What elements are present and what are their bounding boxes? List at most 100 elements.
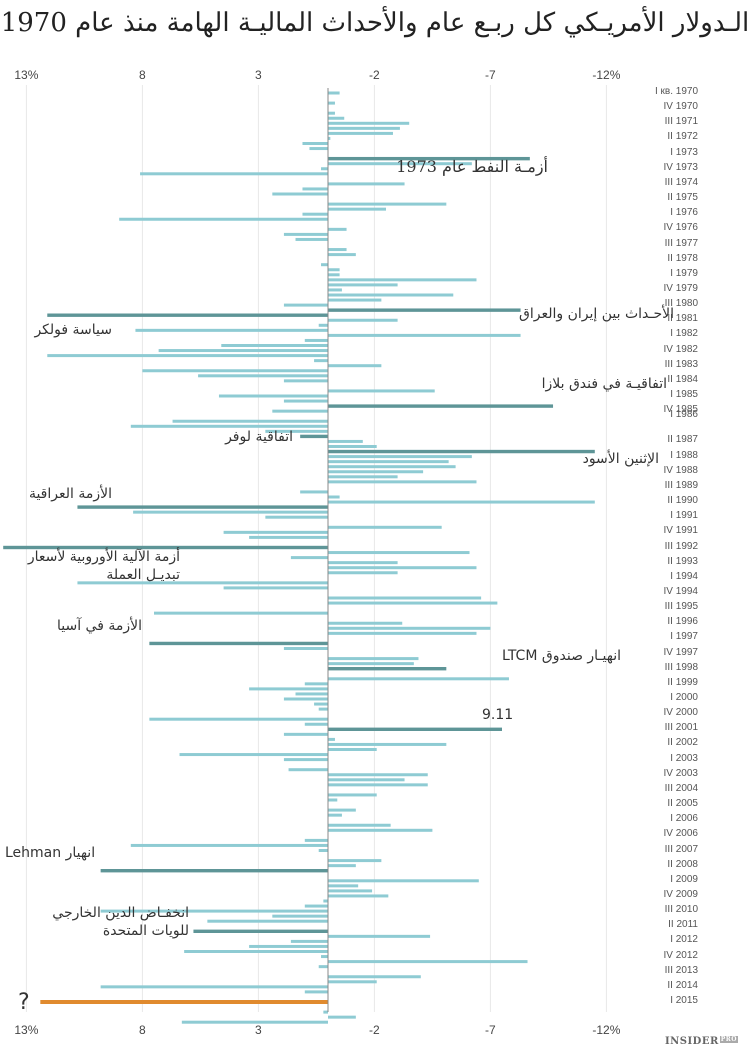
- question-mark: ?: [18, 990, 30, 1015]
- quarter-bar: [133, 510, 328, 514]
- y-tick-label: III 1989: [664, 479, 698, 491]
- quarter-bar: [328, 813, 342, 817]
- quarter-bar: [184, 950, 328, 953]
- y-tick-label: IV 1973: [663, 161, 698, 173]
- quarter-bar: [181, 1020, 328, 1024]
- quarter-bar: [328, 131, 393, 135]
- x-tick-label: -7: [485, 68, 496, 82]
- y-tick-label: II 2005: [667, 798, 698, 810]
- y-tick-label: IV 2012: [663, 949, 698, 961]
- y-tick-label: III 1998: [664, 661, 698, 673]
- annotation-text-line2: للويات المتحدة: [102, 923, 189, 939]
- quarter-bar: [328, 465, 456, 469]
- quarter-bar: [283, 232, 328, 236]
- quarter-bar: [328, 884, 359, 888]
- quarter-bar: [328, 480, 477, 484]
- quarter-bar: [328, 91, 340, 95]
- quarter-bar: [328, 631, 477, 635]
- quarter-bar: [328, 202, 447, 206]
- quarter-bar: [304, 338, 328, 342]
- y-tick-label: II 2008: [667, 858, 698, 870]
- y-tick-label: IV 1985: [663, 404, 698, 416]
- y-tick-label: IV 1979: [663, 282, 698, 294]
- quarter-bar: [154, 611, 328, 615]
- y-tick-label: I 1979: [670, 267, 698, 279]
- quarter-bar: [328, 283, 398, 287]
- quarter-bar: [207, 919, 328, 923]
- y-tick-label: III 1971: [664, 116, 698, 128]
- quarter-bar: [328, 116, 345, 120]
- y-tick-label: IV 1988: [663, 464, 698, 476]
- y-tick-label: I 2009: [670, 873, 698, 885]
- quarter-bar: [283, 697, 328, 701]
- y-tick-label: I 1976: [670, 207, 698, 219]
- logo-badge: PRO: [719, 1036, 738, 1043]
- quarter-bar: [304, 838, 328, 842]
- quarter-bar: [328, 601, 498, 605]
- quarter-bar: [272, 409, 328, 413]
- quarter-bar: [304, 904, 328, 908]
- annotation-erm-crisis: أزمة الآلية الأوروبية لأسعار تبديـل العمل…: [28, 548, 180, 584]
- quarter-bar: [288, 768, 328, 772]
- x-tick-label: -2: [369, 68, 380, 82]
- quarter-bar: [328, 445, 377, 448]
- x-tick-label: 13%: [14, 68, 39, 82]
- quarter-bar: [328, 439, 363, 443]
- event-bar: [328, 667, 447, 671]
- quarter-bar: [328, 596, 482, 600]
- y-tick-label: I 2003: [670, 752, 698, 764]
- quarter-bar: [283, 399, 328, 403]
- quarter-bar: [249, 687, 328, 691]
- quarter-bar: [328, 248, 347, 252]
- annotation-volcker: سياسة فولكر: [34, 321, 112, 339]
- quarter-bar: [158, 349, 328, 353]
- x-tick-label: 3: [255, 68, 262, 82]
- y-tick-label: IV 1976: [663, 222, 698, 234]
- event-bar: [328, 404, 554, 408]
- y-tick-label: II 1987: [667, 434, 698, 446]
- quarter-bar: [130, 843, 328, 847]
- quarter-bar: [328, 551, 470, 555]
- y-tick-label: III 1992: [664, 540, 698, 552]
- quarter-bar: [328, 470, 424, 474]
- event-bar: [47, 313, 328, 317]
- insider-pro-logo: INSIDER PRO: [665, 1036, 738, 1047]
- quarter-bar: [323, 899, 328, 903]
- event-bar: [300, 434, 328, 439]
- quarter-bar: [328, 798, 338, 802]
- logo-text: INSIDER: [664, 1036, 719, 1047]
- quarter-bar: [318, 707, 328, 711]
- quarter-bar: [318, 849, 328, 852]
- y-tick-label: III 1974: [664, 176, 698, 188]
- y-tick-label: I 2006: [670, 813, 698, 825]
- quarter-bar: [265, 429, 328, 433]
- event-bar: [149, 641, 328, 646]
- quarter-bar: [328, 657, 419, 661]
- y-tick-label: II 1990: [667, 495, 698, 507]
- quarter-bar: [290, 556, 328, 560]
- quarter-bar: [328, 677, 509, 681]
- quarter-bar: [323, 1010, 328, 1014]
- quarter-bar: [328, 793, 377, 797]
- annotation-text: 9.11: [482, 707, 514, 723]
- quarter-bar: [223, 530, 328, 534]
- quarter-bar: [77, 581, 328, 585]
- quarter-bar: [328, 227, 347, 231]
- quarter-bar: [223, 586, 328, 590]
- annotation-us-downgrade: انخفـاض الدين الخارجي للويات المتحدة: [52, 904, 189, 940]
- quarter-bar: [328, 389, 435, 393]
- quarter-bar: [328, 662, 414, 666]
- annotation-text: الإثنين الأسود: [582, 451, 659, 467]
- quarter-bar: [328, 253, 356, 257]
- quarter-bar: [328, 364, 382, 368]
- annotation-sep11: 9.11: [482, 706, 513, 724]
- annotation-text: الأزمة العراقية: [28, 486, 112, 502]
- y-tick-label: III 1983: [664, 358, 698, 370]
- y-tick-label: I 1988: [670, 449, 698, 461]
- quarter-bar: [314, 359, 328, 363]
- quarter-bar: [328, 293, 454, 297]
- quarter-bar: [135, 328, 328, 332]
- y-tick-label: IV 2003: [663, 767, 698, 779]
- quarter-bar: [328, 101, 335, 105]
- quarter-bar: [318, 323, 328, 327]
